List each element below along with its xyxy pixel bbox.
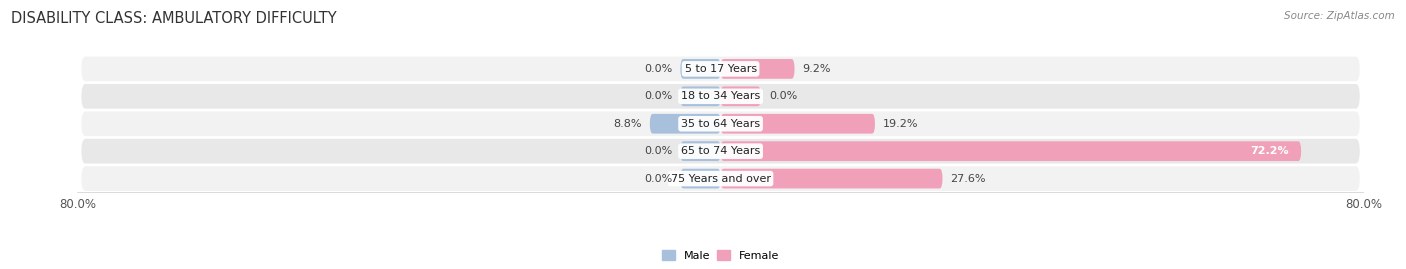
Text: 18 to 34 Years: 18 to 34 Years: [681, 91, 761, 101]
FancyBboxPatch shape: [721, 114, 875, 134]
FancyBboxPatch shape: [681, 141, 721, 161]
Text: 72.2%: 72.2%: [1250, 146, 1289, 156]
Text: 75 Years and over: 75 Years and over: [671, 174, 770, 184]
Text: 5 to 17 Years: 5 to 17 Years: [685, 64, 756, 74]
Text: DISABILITY CLASS: AMBULATORY DIFFICULTY: DISABILITY CLASS: AMBULATORY DIFFICULTY: [11, 11, 337, 26]
Text: 0.0%: 0.0%: [644, 146, 672, 156]
Text: 0.0%: 0.0%: [769, 91, 797, 101]
Text: 0.0%: 0.0%: [644, 64, 672, 74]
Text: 0.0%: 0.0%: [644, 91, 672, 101]
Text: 65 to 74 Years: 65 to 74 Years: [681, 146, 761, 156]
FancyBboxPatch shape: [681, 59, 721, 79]
FancyBboxPatch shape: [650, 114, 721, 134]
FancyBboxPatch shape: [82, 84, 1360, 109]
Text: 9.2%: 9.2%: [803, 64, 831, 74]
FancyBboxPatch shape: [82, 139, 1360, 164]
FancyBboxPatch shape: [82, 56, 1360, 81]
FancyBboxPatch shape: [681, 169, 721, 189]
Text: 19.2%: 19.2%: [883, 119, 918, 129]
Text: 8.8%: 8.8%: [613, 119, 641, 129]
Text: Source: ZipAtlas.com: Source: ZipAtlas.com: [1284, 11, 1395, 21]
FancyBboxPatch shape: [721, 59, 794, 79]
FancyBboxPatch shape: [721, 141, 1301, 161]
FancyBboxPatch shape: [681, 86, 721, 106]
Text: 35 to 64 Years: 35 to 64 Years: [681, 119, 761, 129]
FancyBboxPatch shape: [82, 166, 1360, 191]
Text: 0.0%: 0.0%: [644, 174, 672, 184]
FancyBboxPatch shape: [721, 169, 942, 189]
FancyBboxPatch shape: [82, 111, 1360, 136]
Text: 27.6%: 27.6%: [950, 174, 986, 184]
Legend: Male, Female: Male, Female: [662, 250, 779, 261]
FancyBboxPatch shape: [721, 86, 761, 106]
